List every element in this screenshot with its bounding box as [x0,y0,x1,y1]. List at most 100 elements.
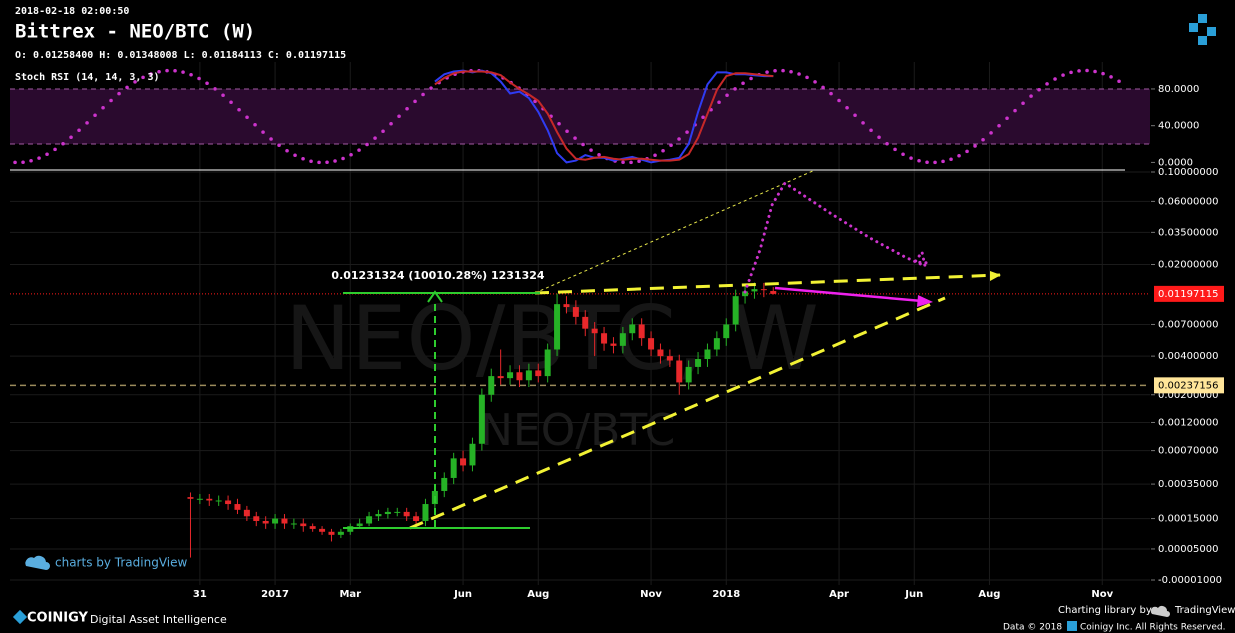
candle-body [648,338,655,350]
ohlc-label: O: 0.01258400 H: 0.01348008 L: 0.0118411… [15,50,346,61]
band [10,88,1150,145]
x-tick-label: 31 [193,589,207,600]
candle-body [319,528,326,532]
x-tick-label: Aug [978,589,1000,600]
logo-square [1207,27,1216,36]
y-tick-label: 0.02000000 [1158,259,1218,270]
y-tick-label: 0.00005000 [1158,544,1218,555]
trend-line [534,169,816,294]
x-tick-label: Jun [453,589,472,600]
candle-body [666,356,673,361]
measure-arrow [427,290,443,303]
x-tick-label: Apr [829,589,849,600]
candle-body [243,509,250,517]
x-tick-label: 2017 [261,589,289,600]
logo-bg [1173,0,1235,62]
y-tick-label: 0.0000 [1158,157,1193,168]
candle-body [516,372,523,381]
trend-line [534,273,1001,295]
y-tick-label: 0.00070000 [1158,446,1218,457]
candle-body [676,360,683,383]
y-tick-label: 0.10000000 [1158,167,1218,178]
candle-body [638,324,645,339]
candle-body [732,296,739,325]
candle-body [234,504,241,510]
y-tick-label: 0.00035000 [1158,479,1218,490]
candle-body [685,366,692,383]
background-layer [10,62,1150,585]
candle-body [413,516,420,521]
watermark-symbol: NEO/BTC [480,405,675,456]
candle-body [469,443,476,466]
candle-body [356,523,363,527]
candle-body [554,304,561,350]
candle-body [262,520,269,524]
x-tick-label: Nov [640,589,662,600]
trend-arrow [990,271,1001,281]
candle-body [704,349,711,360]
x-tick-label: Nov [1091,589,1113,600]
candle-body [742,291,749,297]
rights: Coinigy Inc. All Rights Reserved. [1080,623,1225,633]
y-tick-label: 0.00700000 [1158,319,1218,330]
timestamp: 2018-02-18 02:00:50 [15,6,129,17]
plot-layer: 31 2017 Mar Jun Aug Nov 2018 Apr Jun Aug Nov 0.1000… [10,68,1224,600]
tv-badge[interactable]: charts by TradingView [55,556,187,570]
candle-body [384,511,391,515]
candle-body [272,518,279,524]
y-tick-label: 0.00120000 [1158,417,1218,428]
price-label: 0.01197115 [1158,289,1218,300]
candle-body [629,324,636,334]
candle-body [591,328,598,334]
candle-body [563,304,570,308]
forecast-arrow [774,286,923,303]
indicator-title: Stoch RSI (14, 14, 3, 3) [15,72,160,83]
projection [743,180,932,294]
candle-body [450,458,457,478]
candle-body [695,359,702,367]
x-tick-label: Mar [339,589,361,600]
tv-icon[interactable] [25,555,50,570]
trend-line [409,296,946,530]
candle-body [300,523,307,527]
copyright: Data © 2018 [1003,623,1062,633]
tagline: Digital Asset Intelligence [90,613,227,626]
candle-body [206,498,213,501]
candle-body [309,526,316,529]
candle-body [478,394,485,444]
candle-body [507,372,514,379]
candle-body [366,516,373,524]
candle-body [619,333,626,346]
watermark: NEO/BTC, W [285,287,819,390]
candle-body [723,324,730,339]
x-tick-label: 2018 [712,589,740,600]
library-name[interactable]: TradingView [1174,605,1235,616]
candle-body [751,289,758,292]
candle-body [497,376,504,379]
brand: COINIGY [27,611,89,626]
candle-body [394,511,401,513]
x-tick-label: Jun [904,589,923,600]
logo-square [1189,23,1198,32]
candle-body [525,370,532,381]
y-tick-label: 0.00400000 [1158,351,1218,362]
drawings: 0.01231324 (10010.28%) 1231324 [331,169,1001,530]
measure-label: 0.01231324 (10010.28%) 1231324 [331,269,544,282]
y-tick-label: 0.06000000 [1158,196,1218,207]
candle-body [582,316,589,329]
candle-body [187,497,194,499]
candle-body [770,291,777,294]
candle-body [253,516,260,521]
candle-body [422,504,429,521]
candle-body [337,531,344,535]
chart-title: Bittrex - NEO/BTC (W) [15,21,255,43]
candle-body [657,349,664,357]
y-tick-label: -0.00001000 [1158,575,1222,586]
library-label: Charting library by [1058,605,1152,616]
price-label-bg [1154,285,1224,302]
candle-body [441,477,448,491]
candle-body [403,511,410,517]
candle-body [601,333,608,344]
